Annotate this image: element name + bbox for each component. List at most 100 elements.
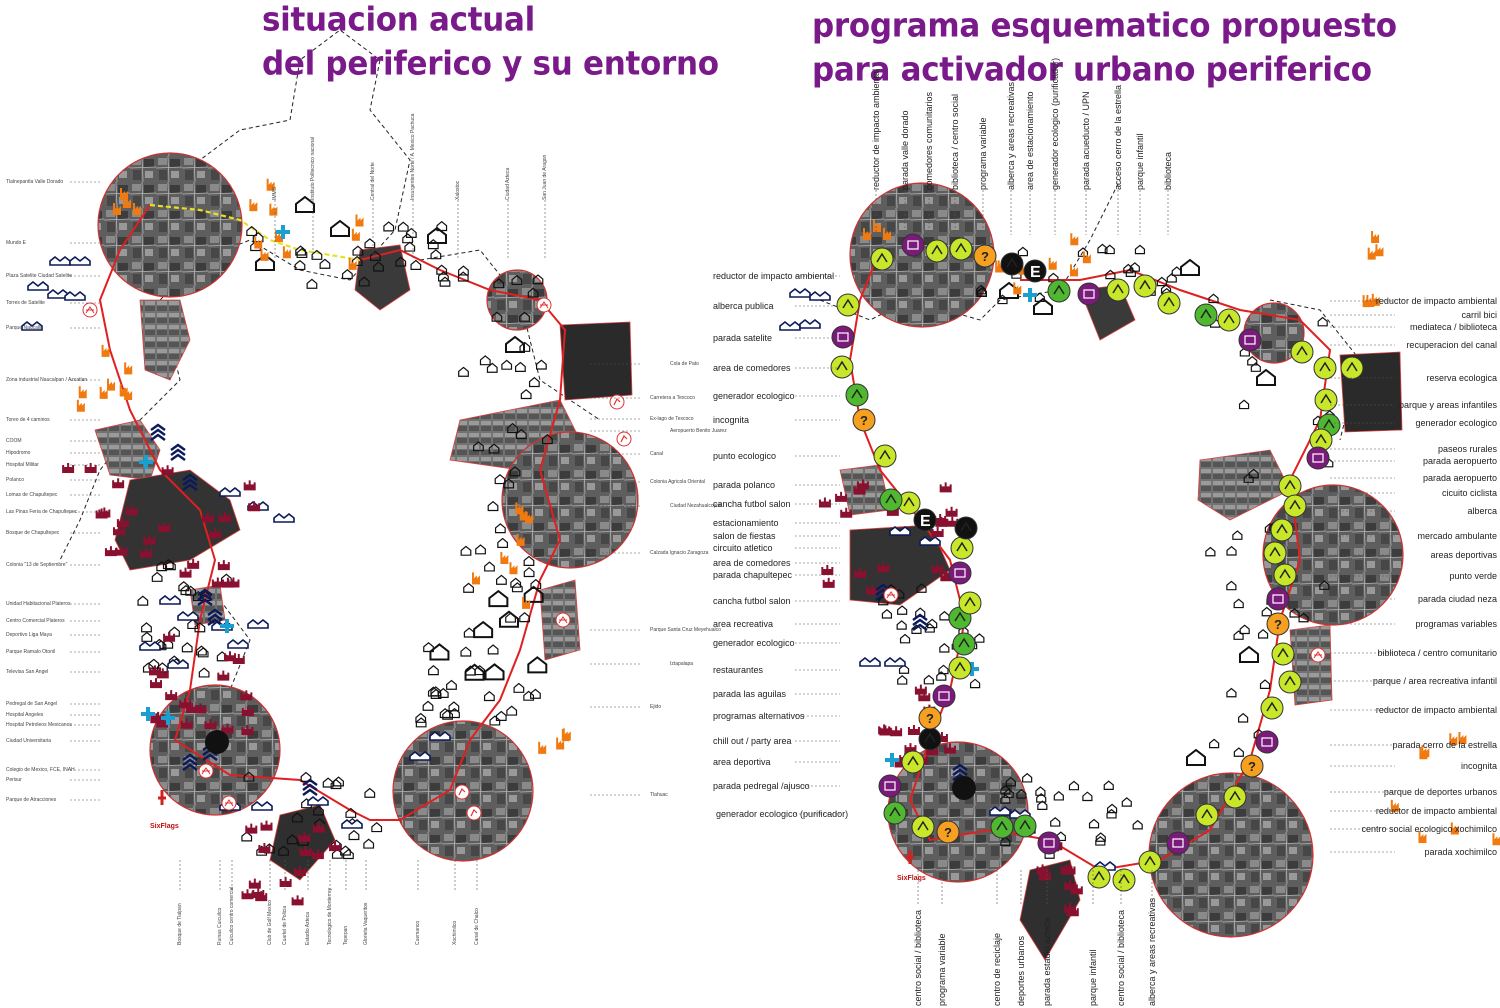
program-glyph — [1277, 647, 1289, 658]
factory-icon — [1070, 233, 1079, 246]
house-icon — [488, 589, 509, 608]
house-icon — [523, 690, 535, 701]
program-icon — [1238, 328, 1262, 352]
factory-icon — [1449, 733, 1458, 746]
row-houses-icon — [247, 618, 269, 629]
castle-icon — [179, 698, 192, 709]
row-houses-icon — [779, 320, 801, 331]
house-icon — [464, 663, 485, 681]
program-glyph — [931, 244, 943, 255]
house-icon — [364, 238, 376, 249]
chevron-icon — [302, 783, 318, 791]
factory-icon — [873, 220, 881, 232]
house-icon — [341, 268, 353, 280]
factory-icon — [269, 203, 278, 216]
house-icon — [351, 255, 363, 267]
castle-icon — [115, 545, 128, 556]
left-label-item: Polanco — [6, 477, 25, 483]
right-bottom-label: centro social / biblioteca — [913, 909, 923, 1006]
right-right-label: paseos rurales — [1437, 444, 1497, 454]
row-houses-icon — [409, 750, 431, 761]
castle-icon — [879, 725, 892, 736]
six-flags-label: SixFlags — [150, 823, 179, 830]
right-right-label: cicuito ciclista — [1441, 488, 1497, 498]
castle-icon — [241, 725, 254, 736]
left-map: SixFlags — [21, 29, 639, 906]
house-icon — [1226, 545, 1237, 556]
right-title-line2: para activador urbano periferico — [812, 51, 1372, 90]
house-icon — [291, 812, 303, 823]
program-icon — [1306, 446, 1330, 470]
right-right-label: parada cerro de la estrella — [1392, 740, 1497, 750]
program-glyph — [1144, 855, 1156, 866]
house-icon — [187, 618, 199, 630]
right-top-label: acceso cerro de la estrella — [1113, 84, 1123, 190]
castle-icon — [890, 726, 903, 737]
house-icon — [371, 821, 383, 833]
program-glyph — [1266, 701, 1278, 712]
left-label-item: Parque de Atracciones — [6, 797, 57, 803]
factory-icon — [254, 236, 263, 249]
castle-icon — [931, 527, 944, 538]
house-icon — [483, 690, 495, 702]
medical-cross-icon — [139, 455, 153, 469]
left-label-item: Tlalnepantla Valle Dorado — [6, 179, 64, 185]
house-icon — [899, 633, 911, 644]
castle-icon — [1064, 879, 1077, 890]
house-icon — [319, 258, 331, 269]
house-icon — [491, 311, 503, 322]
house-icon — [363, 838, 375, 849]
right-left-label: incognita — [713, 415, 750, 425]
chevron-icon — [182, 478, 198, 486]
castle-icon — [931, 563, 944, 574]
left-bottom-label: Glorieta Vaqueritos — [363, 902, 369, 945]
house-icon — [294, 259, 306, 271]
factory-icon — [351, 228, 360, 241]
right-right-label: mercado ambulante — [1417, 531, 1497, 541]
left-bottom-label: Cuicuilco centro comercial — [229, 886, 235, 945]
program-icon — [949, 237, 973, 261]
castle-icon — [299, 845, 312, 856]
left-label-item: Pedregal de San Angel — [6, 701, 58, 707]
house-icon — [331, 848, 343, 859]
house-icon — [199, 590, 211, 602]
factory-icon — [471, 572, 480, 585]
castle-icon — [939, 482, 952, 493]
house-icon — [927, 618, 938, 629]
castle-icon — [209, 528, 222, 539]
house-icon — [523, 585, 544, 603]
left-label-item: Hipodromo — [6, 450, 31, 456]
right-title-line1: programa esquematico propuesto — [812, 7, 1397, 45]
question-icon — [1240, 754, 1264, 778]
right-top-label: parada valle dorado — [900, 110, 910, 190]
chevron-icon — [150, 423, 166, 431]
chevron-icon — [912, 613, 928, 621]
right-bottom-label: centro de reciclaje — [992, 932, 1002, 1006]
house-icon — [1050, 817, 1061, 827]
house-icon — [428, 665, 439, 676]
castle-icon — [248, 878, 261, 889]
program-glyph — [958, 637, 970, 648]
right-left-label: reductor de impacto ambiental — [713, 271, 835, 281]
factory-icon — [516, 533, 525, 546]
house-icon — [457, 271, 469, 282]
left-label-item: Televisa San Angel — [6, 669, 49, 675]
left-label-item: Centro Comercial Plateros — [6, 618, 65, 624]
medical-cross-icon — [276, 225, 290, 239]
castle-icon — [223, 651, 236, 662]
castle-icon — [112, 525, 125, 536]
left-bottom-label: Cuartel de Policia — [282, 905, 288, 945]
house-icon — [496, 574, 507, 585]
factory-icon — [1070, 264, 1079, 277]
factory-icon — [107, 378, 116, 391]
house-icon — [442, 709, 454, 720]
right-left-label: estacionamiento — [713, 518, 779, 528]
program-icon — [830, 355, 854, 379]
left-bottom-label: Club de Golf Mexico — [267, 899, 273, 945]
house-icon — [896, 620, 907, 630]
program-icon — [990, 815, 1014, 839]
chevron-icon — [150, 428, 166, 436]
program-glyph — [956, 541, 968, 552]
program-glyph — [1346, 361, 1358, 372]
